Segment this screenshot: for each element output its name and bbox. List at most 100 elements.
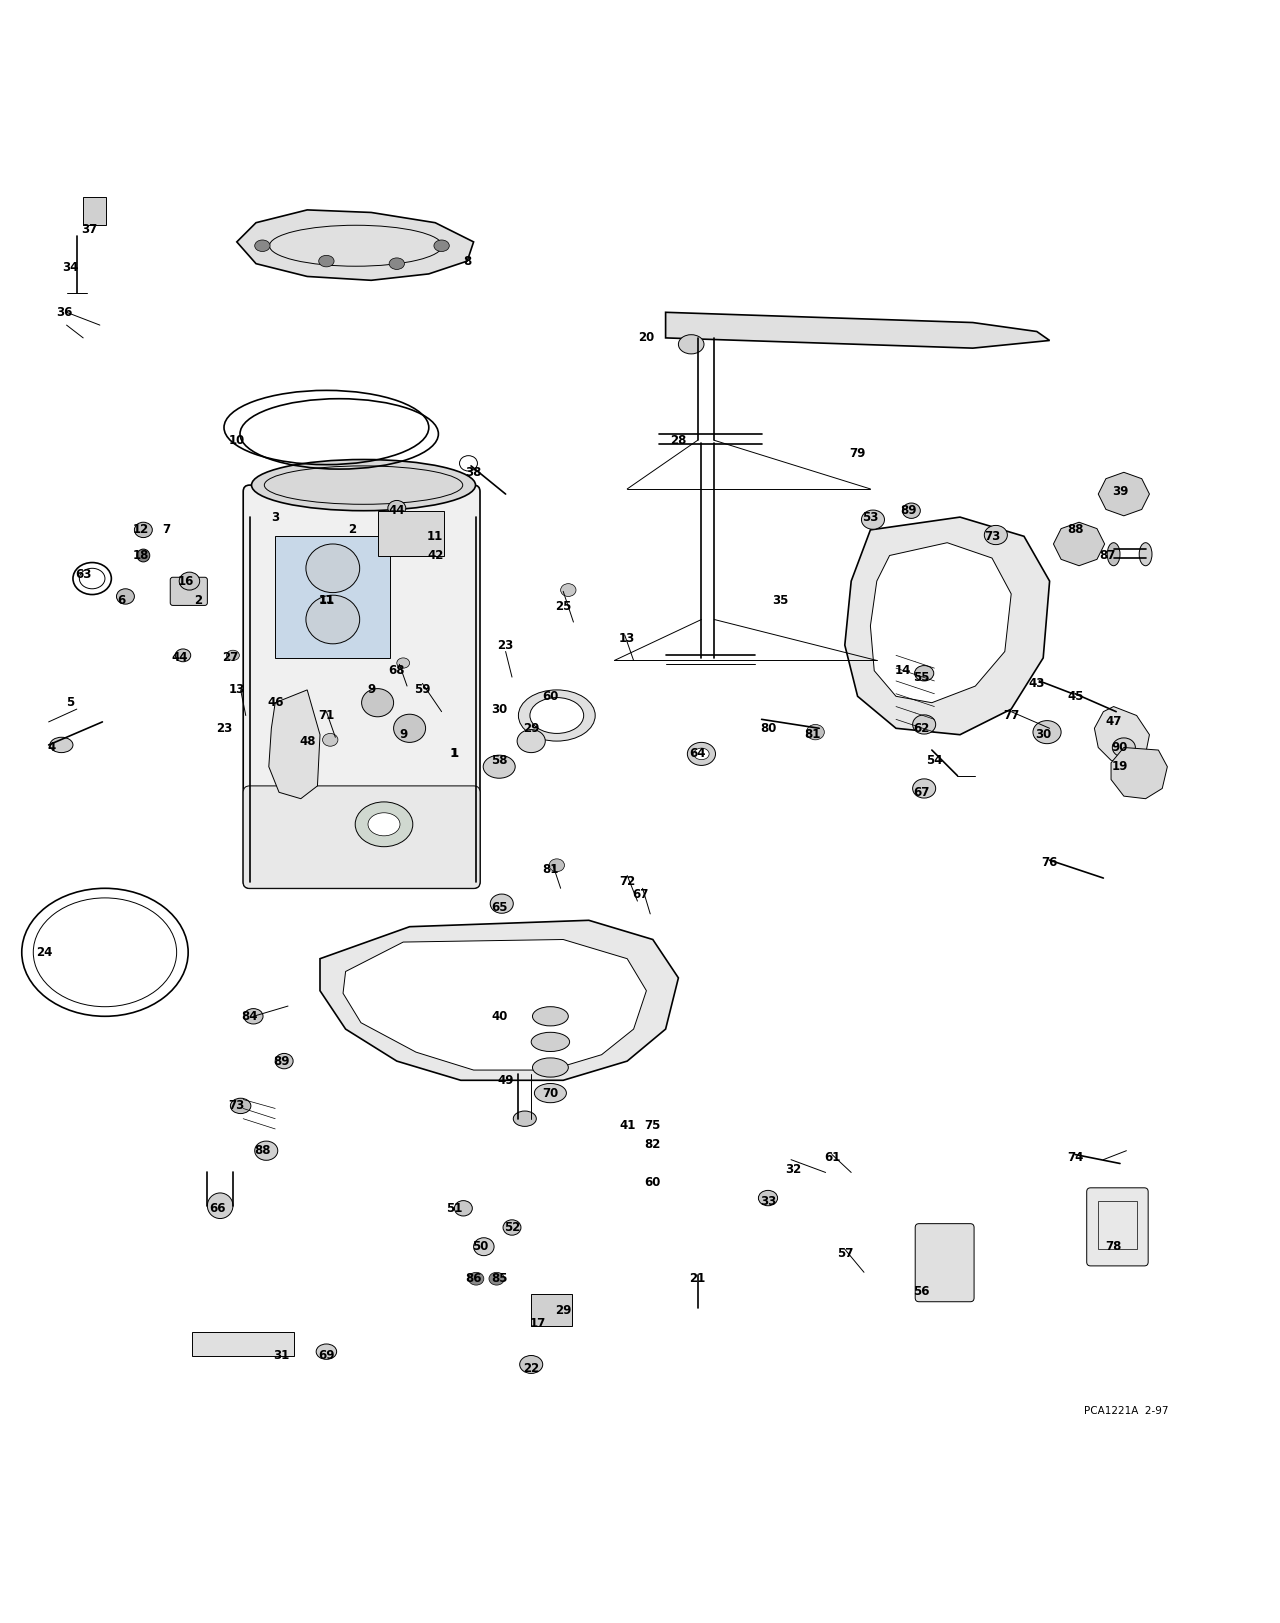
Text: 50: 50 [472,1240,488,1253]
Ellipse shape [175,649,191,662]
Text: 80: 80 [760,722,776,735]
Ellipse shape [503,1220,521,1235]
Text: 78: 78 [1106,1240,1121,1253]
Text: 23: 23 [498,638,513,651]
Text: 45: 45 [1068,690,1083,703]
Text: 60: 60 [543,690,558,703]
Text: 49: 49 [498,1074,513,1087]
Text: 54: 54 [927,753,942,766]
Text: 58: 58 [492,753,507,766]
Ellipse shape [758,1190,778,1206]
Text: 82: 82 [645,1138,660,1151]
Ellipse shape [275,1053,293,1070]
Text: 21: 21 [690,1272,705,1285]
Text: 8: 8 [463,255,471,268]
Text: 25: 25 [556,601,571,613]
Text: 47: 47 [1106,716,1121,729]
Ellipse shape [434,240,449,252]
Text: 65: 65 [492,901,507,914]
FancyBboxPatch shape [170,578,207,605]
FancyBboxPatch shape [1087,1188,1148,1266]
Ellipse shape [137,549,150,562]
Text: 18: 18 [133,549,148,562]
Polygon shape [845,518,1050,735]
Text: 84: 84 [242,1010,257,1022]
Text: 19: 19 [1112,760,1128,773]
Ellipse shape [361,688,394,717]
Text: 20: 20 [639,331,654,344]
Text: 77: 77 [1004,709,1019,722]
Bar [531,1294,572,1326]
Polygon shape [237,209,474,281]
Text: 88: 88 [1068,523,1083,536]
Text: 34: 34 [63,261,78,274]
Text: 30: 30 [492,703,507,716]
Text: 79: 79 [850,446,865,459]
Text: 73: 73 [984,529,1000,542]
Ellipse shape [531,1032,570,1052]
Ellipse shape [134,523,152,537]
Text: 64: 64 [690,748,705,761]
Text: 75: 75 [645,1118,660,1131]
Text: 89: 89 [274,1055,289,1068]
Text: 67: 67 [632,888,648,901]
Ellipse shape [1033,721,1061,743]
FancyBboxPatch shape [243,485,480,888]
Ellipse shape [1139,542,1152,566]
Text: 90: 90 [1112,742,1128,755]
Polygon shape [320,920,678,1081]
Text: 68: 68 [389,664,404,677]
Text: 60: 60 [645,1177,660,1190]
Text: 16: 16 [178,575,193,588]
Ellipse shape [316,1344,337,1360]
Text: 63: 63 [76,568,91,581]
Text: 61: 61 [824,1151,840,1164]
Bar [192,1332,294,1355]
Polygon shape [1053,523,1105,566]
Ellipse shape [356,802,412,847]
Text: 53: 53 [863,511,878,524]
Polygon shape [1098,472,1149,516]
Ellipse shape [913,714,936,734]
Text: 81: 81 [805,729,820,742]
Text: 35: 35 [773,594,788,607]
Text: 86: 86 [466,1272,481,1285]
Text: 37: 37 [82,222,97,235]
Text: 30: 30 [1036,729,1051,742]
Text: 89: 89 [901,505,916,518]
Ellipse shape [517,730,545,753]
Text: 44: 44 [172,651,187,664]
Ellipse shape [454,1201,472,1216]
Text: 36: 36 [56,305,72,318]
Bar [275,536,390,657]
Text: 7: 7 [163,523,170,536]
Text: 56: 56 [914,1285,929,1298]
Ellipse shape [914,665,934,682]
Text: 4: 4 [47,742,55,755]
Text: 66: 66 [210,1201,225,1214]
Text: 57: 57 [837,1246,852,1259]
Ellipse shape [532,1058,568,1078]
Ellipse shape [394,714,425,742]
Ellipse shape [388,500,406,516]
Text: 14: 14 [895,664,910,677]
Ellipse shape [687,742,716,766]
Ellipse shape [561,584,576,597]
Ellipse shape [251,459,476,511]
Text: 59: 59 [415,683,430,696]
Text: 1: 1 [451,748,458,761]
FancyBboxPatch shape [243,786,480,888]
Ellipse shape [319,255,334,266]
Ellipse shape [484,755,516,777]
Text: 55: 55 [914,670,929,683]
Text: 74: 74 [1068,1151,1083,1164]
Text: 70: 70 [543,1087,558,1100]
Ellipse shape [530,698,584,734]
Polygon shape [1111,748,1167,799]
Text: 24: 24 [37,946,52,959]
Ellipse shape [1112,738,1135,756]
Text: 85: 85 [492,1272,507,1285]
Text: 9: 9 [367,683,375,696]
Ellipse shape [389,258,404,269]
Text: 2: 2 [348,523,356,536]
